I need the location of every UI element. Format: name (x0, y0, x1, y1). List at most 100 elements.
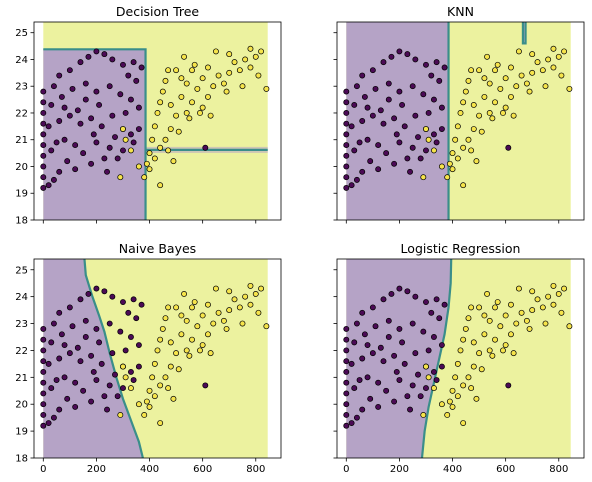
class-1-point (210, 83, 217, 90)
x-tick-label: 600 (496, 464, 515, 475)
class-1-point (162, 136, 169, 143)
x-tick-label: 200 (390, 464, 409, 475)
class-1-point (534, 296, 541, 303)
class-0-point (407, 406, 413, 413)
class-0-point (74, 344, 81, 351)
class-1-point (205, 331, 211, 338)
class-1-point (151, 155, 158, 162)
class-0-point (369, 350, 376, 357)
class-1-point (460, 99, 467, 106)
class-0-point (359, 406, 366, 413)
class-1-point (226, 69, 233, 76)
class-0-point (343, 401, 350, 408)
class-1-point (175, 366, 182, 373)
class-1-point (502, 104, 509, 111)
class-1-point (149, 136, 156, 143)
x-tick-label: 800 (549, 464, 568, 475)
class-0-point (383, 150, 390, 157)
class-1-point (529, 69, 536, 76)
class-1-point (263, 323, 270, 330)
class-1-point (135, 401, 142, 408)
class-0-point (109, 112, 116, 119)
class-0-point (45, 182, 52, 189)
class-0-point (112, 134, 118, 141)
class-1-point (247, 301, 254, 308)
class-1-point (492, 304, 498, 311)
class-1-point (476, 67, 483, 74)
class-0-point (104, 406, 110, 413)
class-0-point (415, 371, 421, 378)
class-1-point (425, 136, 432, 143)
class-1-point (550, 64, 557, 71)
class-0-point (388, 53, 395, 60)
y-tick-label: 19 (15, 427, 28, 438)
class-1-point (157, 99, 164, 106)
plot-area (40, 259, 270, 458)
class-1-point (252, 291, 259, 297)
class-1-point (146, 150, 153, 157)
class-1-point (468, 67, 475, 74)
class-0-point (135, 363, 142, 370)
class-0-point (401, 123, 408, 130)
class-0-point (375, 166, 382, 173)
class-0-point (82, 317, 89, 324)
class-1-point (157, 336, 164, 343)
class-1-point (454, 123, 461, 130)
class-1-point (508, 331, 514, 338)
class-1-point (212, 48, 219, 55)
class-0-point (40, 88, 47, 95)
class-1-point (205, 93, 211, 100)
class-0-point (72, 142, 79, 149)
class-1-point (189, 304, 195, 311)
class-1-point (189, 336, 195, 343)
class-0-point (393, 368, 400, 375)
class-1-point (162, 77, 169, 84)
class-0-point (409, 320, 416, 327)
class-0-point (364, 104, 371, 111)
class-1-point (141, 412, 148, 418)
class-0-point (122, 347, 129, 354)
class-0-point (61, 104, 68, 111)
class-0-point (66, 112, 73, 119)
class-1-point (481, 93, 488, 100)
class-0-point (423, 299, 429, 305)
class-0-point (433, 59, 440, 66)
class-0-point (430, 96, 437, 103)
class-0-point (40, 379, 47, 386)
class-0-point (383, 387, 390, 394)
class-1-point (550, 45, 557, 52)
class-0-point (423, 147, 429, 154)
class-0-point (40, 152, 47, 159)
class-1-point (555, 291, 562, 297)
class-0-point (343, 368, 350, 375)
class-1-point (438, 401, 445, 408)
class-1-point (226, 51, 233, 58)
subplot-2: KNN (333, 4, 585, 224)
class-1-point (170, 395, 177, 402)
y-tick-label: 20 (15, 162, 28, 173)
class-0-point (375, 379, 382, 386)
class-0-point (40, 142, 47, 149)
class-0-point (93, 377, 100, 383)
class-0-point (353, 176, 360, 183)
class-0-point (361, 331, 368, 338)
class-0-point (48, 147, 55, 154)
class-0-point (88, 115, 95, 122)
class-1-point (165, 385, 172, 392)
class-0-point (438, 363, 445, 370)
class-0-point (359, 72, 366, 79)
class-1-point (197, 110, 203, 116)
class-0-point (393, 131, 400, 138)
class-1-point (518, 72, 525, 79)
class-1-point (154, 110, 161, 116)
class-0-point (120, 61, 126, 68)
class-1-point (199, 104, 206, 111)
class-0-point (117, 91, 124, 98)
class-1-point (489, 115, 496, 122)
class-1-point (162, 374, 169, 381)
class-1-point (258, 48, 265, 55)
class-0-point (369, 304, 376, 311)
class-0-point (417, 393, 424, 400)
class-1-point (492, 67, 498, 74)
class-1-point (226, 307, 233, 314)
